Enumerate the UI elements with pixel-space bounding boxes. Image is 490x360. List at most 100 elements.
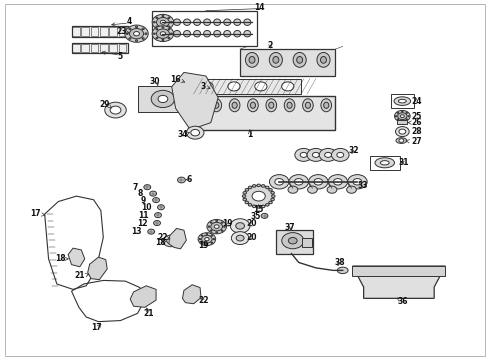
Circle shape [162, 27, 164, 28]
Circle shape [198, 233, 216, 246]
Text: 11: 11 [138, 211, 148, 220]
Circle shape [337, 152, 343, 157]
Circle shape [271, 192, 274, 194]
Text: 26: 26 [412, 118, 422, 127]
Ellipse shape [214, 31, 220, 37]
Polygon shape [352, 266, 445, 298]
Text: 21: 21 [74, 271, 85, 280]
Circle shape [252, 205, 256, 208]
Circle shape [129, 38, 131, 39]
Text: 29: 29 [99, 100, 110, 109]
Circle shape [399, 129, 406, 134]
Ellipse shape [193, 99, 203, 112]
Circle shape [213, 239, 215, 240]
Circle shape [397, 112, 398, 113]
Bar [189, 96, 335, 130]
Text: 32: 32 [349, 146, 359, 155]
Text: 12: 12 [137, 219, 147, 228]
Circle shape [244, 185, 273, 207]
Ellipse shape [287, 102, 292, 108]
Polygon shape [182, 285, 201, 304]
Ellipse shape [321, 99, 332, 112]
Ellipse shape [380, 161, 389, 165]
Text: 30: 30 [149, 77, 160, 86]
Circle shape [257, 184, 261, 187]
Polygon shape [68, 248, 85, 267]
Ellipse shape [194, 31, 200, 37]
Circle shape [153, 33, 155, 35]
Text: 18: 18 [155, 238, 165, 247]
Circle shape [261, 213, 268, 219]
Ellipse shape [249, 57, 255, 63]
Circle shape [129, 28, 144, 39]
Bar [119, 44, 126, 52]
Text: 17: 17 [91, 323, 101, 332]
Ellipse shape [211, 99, 221, 112]
Circle shape [266, 203, 269, 206]
Circle shape [186, 126, 204, 139]
Ellipse shape [164, 31, 171, 37]
Circle shape [269, 189, 272, 191]
Ellipse shape [244, 19, 251, 26]
Circle shape [346, 186, 356, 193]
Bar [81, 44, 89, 52]
Circle shape [328, 175, 347, 189]
Bar [109, 27, 117, 36]
Text: 2: 2 [268, 41, 273, 50]
Circle shape [152, 26, 173, 41]
Text: 37: 37 [285, 223, 295, 232]
Circle shape [205, 238, 209, 241]
Ellipse shape [375, 158, 394, 168]
Circle shape [266, 186, 269, 189]
Ellipse shape [305, 102, 311, 108]
Circle shape [158, 205, 164, 210]
Ellipse shape [282, 82, 294, 91]
Circle shape [269, 201, 272, 204]
Circle shape [214, 225, 219, 228]
Circle shape [307, 148, 325, 161]
Bar [397, 120, 407, 124]
Text: 25: 25 [412, 112, 422, 121]
Ellipse shape [255, 82, 267, 91]
Circle shape [325, 152, 331, 157]
Circle shape [210, 222, 212, 223]
Bar [240, 49, 335, 76]
Circle shape [216, 220, 218, 221]
Circle shape [262, 205, 265, 208]
Circle shape [155, 213, 161, 218]
Bar [369, 156, 400, 170]
Circle shape [271, 198, 274, 201]
Text: 31: 31 [398, 158, 409, 167]
Text: 38: 38 [335, 258, 345, 267]
Circle shape [262, 185, 265, 187]
Polygon shape [172, 72, 218, 130]
Text: 22: 22 [158, 233, 168, 242]
Circle shape [210, 230, 212, 231]
Bar [352, 266, 445, 276]
Ellipse shape [229, 99, 240, 112]
Ellipse shape [337, 267, 348, 274]
Ellipse shape [204, 31, 211, 37]
Text: 13: 13 [131, 227, 142, 236]
Text: 23: 23 [117, 27, 127, 36]
Circle shape [248, 186, 252, 189]
Text: 22: 22 [198, 296, 209, 305]
Ellipse shape [232, 102, 237, 108]
Ellipse shape [244, 31, 251, 37]
Circle shape [398, 113, 407, 120]
Circle shape [288, 238, 297, 244]
Circle shape [171, 33, 172, 35]
Ellipse shape [184, 31, 191, 37]
Circle shape [148, 229, 155, 234]
Bar [276, 230, 313, 253]
Circle shape [221, 230, 223, 231]
Circle shape [125, 25, 148, 42]
Circle shape [156, 28, 158, 30]
Ellipse shape [245, 53, 259, 67]
Circle shape [207, 220, 226, 234]
Circle shape [245, 201, 248, 204]
Bar [119, 27, 126, 36]
Circle shape [397, 119, 398, 120]
Bar [391, 94, 414, 108]
Circle shape [162, 15, 164, 17]
